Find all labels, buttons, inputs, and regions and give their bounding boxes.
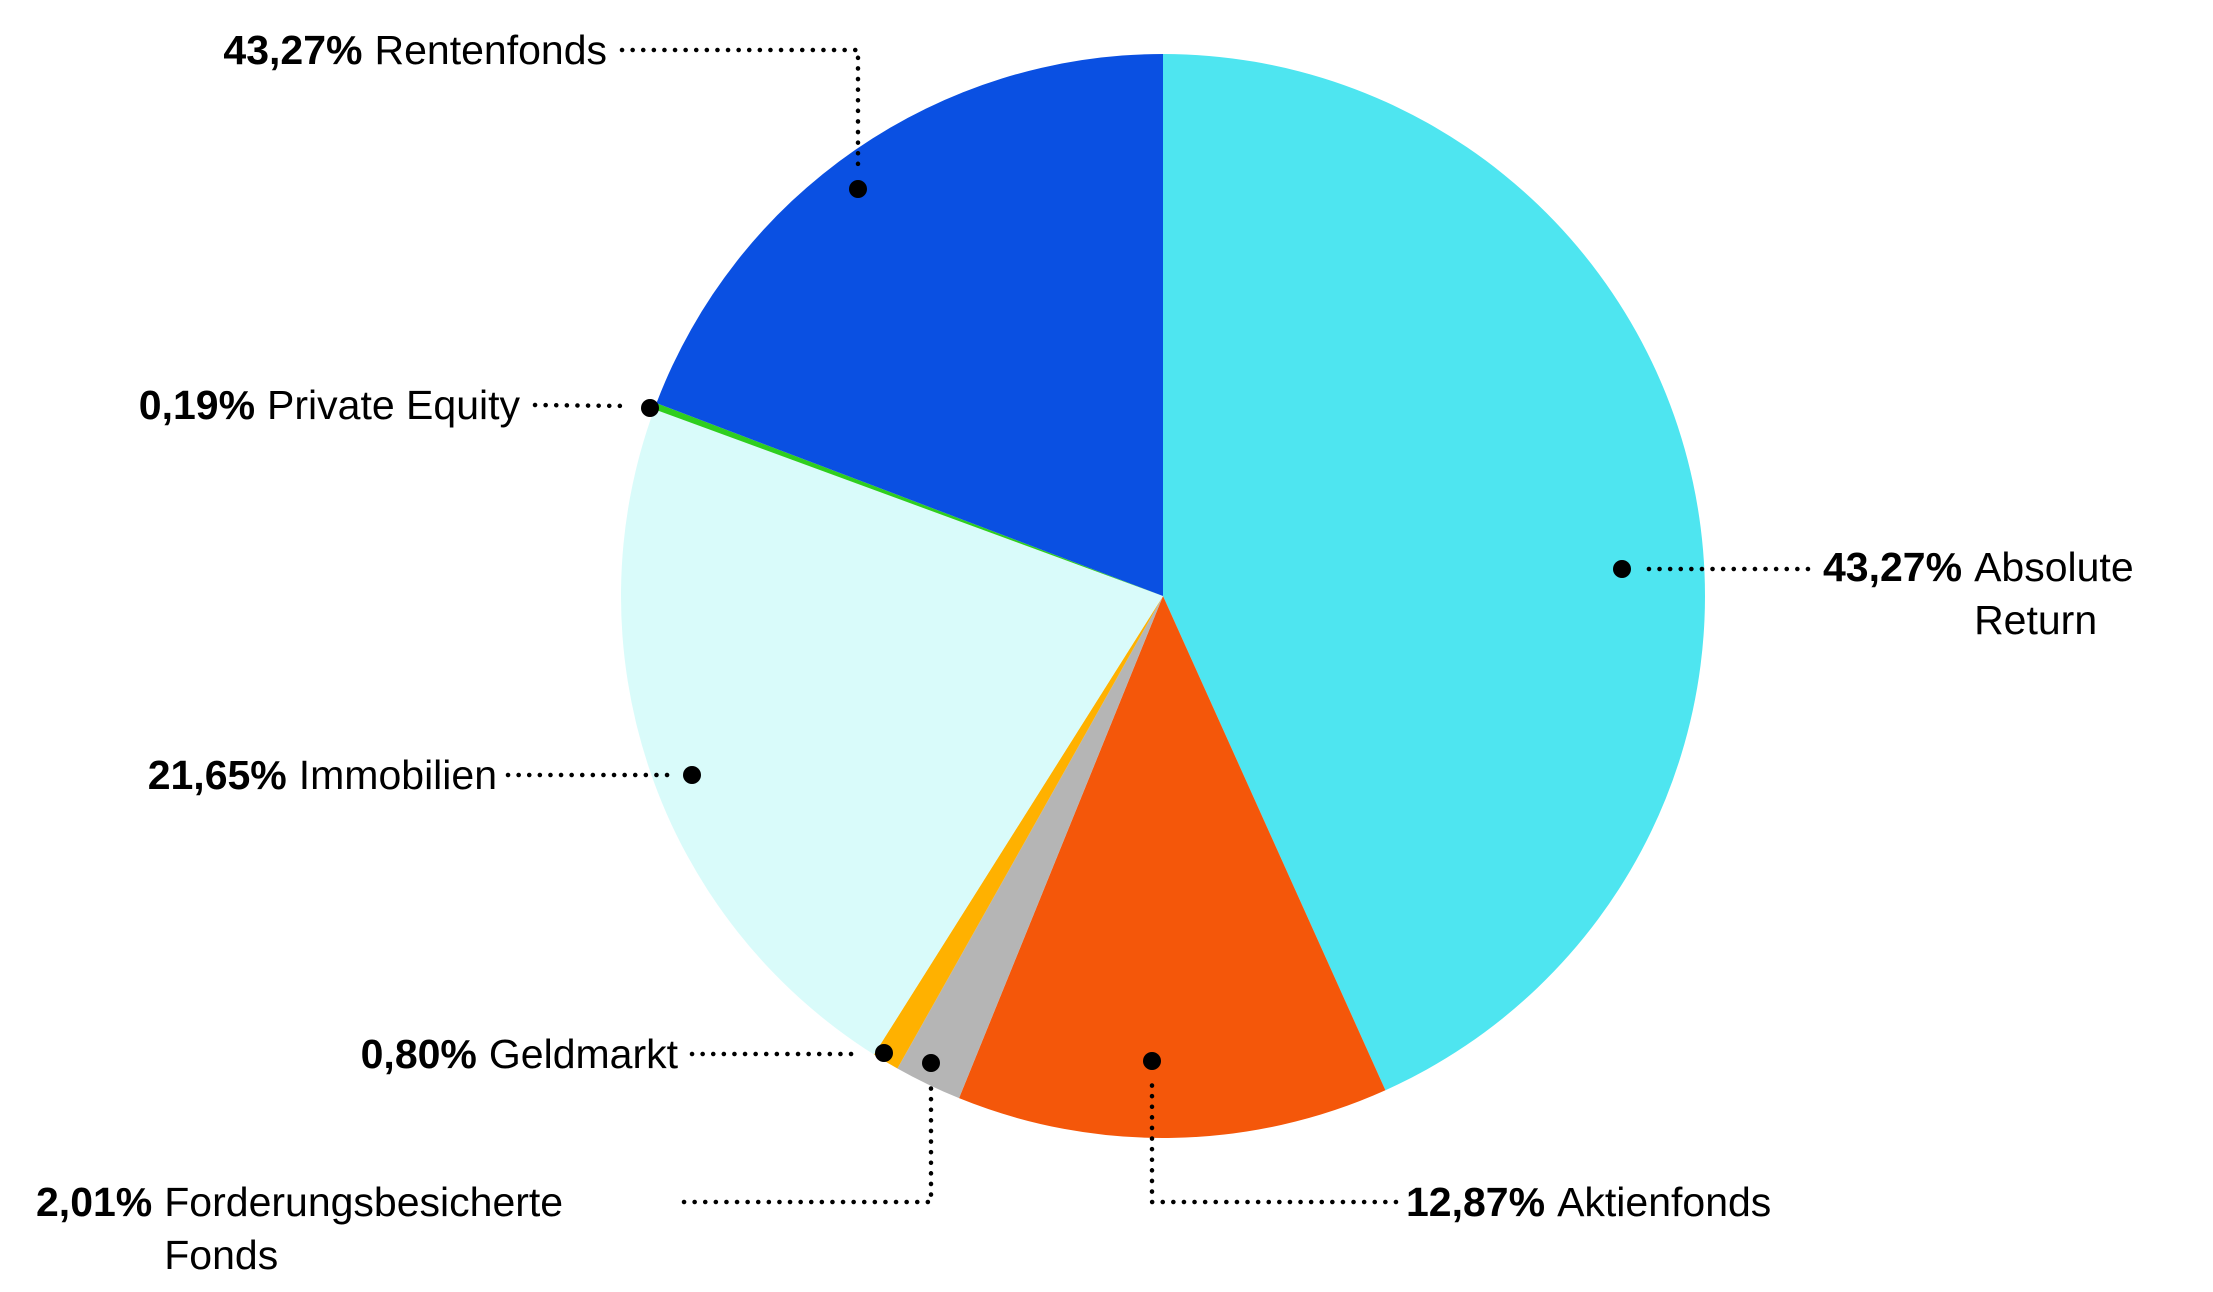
label-forderungsbesicherte-fonds-name: Forderungsbesicherte Fonds	[164, 1179, 564, 1278]
label-aktienfonds-percent: 12,87%	[1406, 1179, 1546, 1225]
label-private-equity-name: Private Equity	[267, 382, 520, 428]
leader-dot-private-equity	[641, 399, 659, 417]
pie-slice-geldmarkt	[874, 596, 1163, 1069]
label-forderungsbesicherte-fonds: 2,01% Forderungsbesicherte Fonds	[36, 1176, 614, 1282]
label-immobilien-percent: 21,65%	[147, 752, 287, 798]
leader-line-private-equity	[532, 402, 629, 409]
pie-slice-absolute-return	[1163, 54, 1705, 1091]
label-geldmarkt-name: Geldmarkt	[488, 1031, 678, 1077]
label-aktienfonds: 12,87% Aktienfonds	[1406, 1176, 1771, 1229]
label-rentenfonds-name: Rentenfonds	[374, 27, 607, 73]
leader-line-aktienfonds	[1149, 1079, 1399, 1205]
label-immobilien-name: Immobilien	[298, 752, 497, 798]
leader-dot-immobilien	[683, 766, 701, 784]
label-private-equity-percent: 0,19%	[138, 382, 256, 428]
leader-line-rentenfonds	[619, 47, 861, 173]
leader-dot-aktienfonds	[1143, 1052, 1161, 1070]
leader-dot-forderungsbesicherte-fonds	[922, 1054, 940, 1072]
label-forderungsbesicherte-fonds-percent: 2,01%	[36, 1179, 153, 1225]
label-absolute-return-percent: 43,27%	[1823, 544, 1963, 590]
label-geldmarkt: 0,80% Geldmarkt	[361, 1028, 678, 1081]
pie-slice-aktienfonds	[959, 596, 1386, 1138]
leader-dot-absolute-return	[1613, 560, 1631, 578]
label-absolute-return-name: Absolute Return	[1974, 544, 2134, 643]
label-immobilien: 21,65% Immobilien	[148, 749, 497, 802]
pie-slice-forderungsbesicherte-fonds	[897, 596, 1163, 1099]
label-aktienfonds-name: Aktienfonds	[1557, 1179, 1772, 1225]
leader-line-forderungsbesicherte-fonds	[681, 1081, 934, 1205]
label-absolute-return: 43,27% Absolute Return	[1823, 541, 2179, 647]
label-private-equity: 0,19% Private Equity	[139, 379, 520, 432]
label-rentenfonds-percent: 43,27%	[223, 27, 363, 73]
pie-slice-rentenfonds	[656, 54, 1163, 596]
leader-dot-rentenfonds	[849, 180, 867, 198]
leader-dot-geldmarkt	[875, 1044, 893, 1062]
pie-slice-immobilien	[621, 409, 1163, 1055]
label-rentenfonds: 43,27% Rentenfonds	[223, 24, 607, 77]
pie-slice-private-equity	[654, 403, 1163, 596]
label-geldmarkt-percent: 0,80%	[360, 1031, 477, 1077]
